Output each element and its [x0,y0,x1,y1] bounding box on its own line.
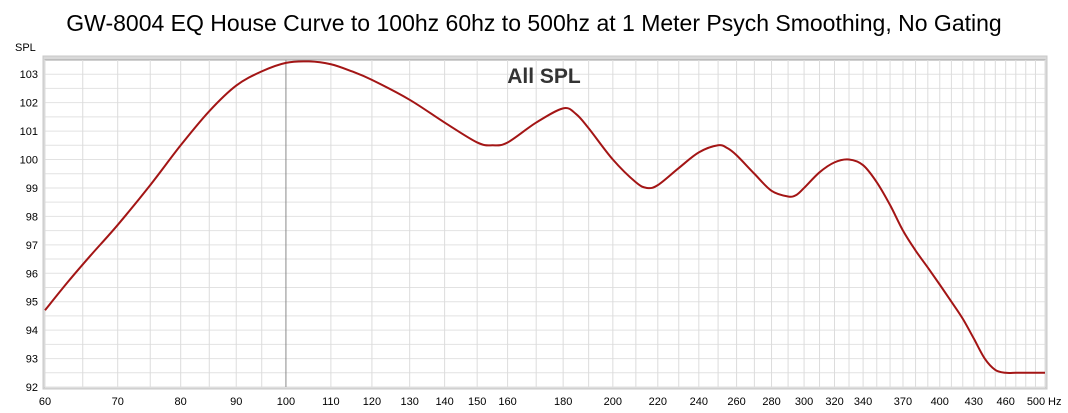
x-tick-label: 160 [498,396,516,408]
y-tick-label: 103 [20,69,38,81]
x-tick-label: 340 [854,396,872,408]
x-tick-label: 100 [277,396,295,408]
x-tick-label: 200 [604,396,622,408]
y-axis-label: SPL [15,42,36,54]
y-tick-label: 96 [26,268,38,280]
chart-title: GW-8004 EQ House Curve to 100hz 60hz to … [66,10,1001,36]
x-axis-ticks: 60 70 80 90 100 110 120 130 140 150 160 180 200 220 24… [39,396,1062,408]
x-tick-label: 140 [435,396,453,408]
x-tick-label: 260 [727,396,745,408]
y-axis-ticks: 92 93 94 95 96 97 98 99 100 101 102 103 [20,69,38,394]
series-layer [44,60,1045,374]
x-tick-label: 130 [400,396,418,408]
y-tick-label: 97 [26,240,38,252]
x-tick-label: 220 [649,396,667,408]
x-tick-label: 240 [690,396,708,408]
x-tick-label: 110 [322,396,340,408]
y-tick-label: 95 [26,297,38,309]
plot-background [44,59,1046,388]
y-tick-label: 100 [20,155,38,167]
grid [44,60,1046,388]
x-tick-label: 400 [931,396,949,408]
x-tick-label: 280 [762,396,780,408]
x-tick-label: 80 [175,396,187,408]
x-tick-label: 320 [825,396,843,408]
x-tick-label: 430 [965,396,983,408]
y-tick-label: 102 [20,98,38,110]
x-tick-label: 300 [795,396,813,408]
y-tick-label: 98 [26,211,38,223]
y-tick-label: 92 [26,382,38,394]
x-axis-unit: Hz [1048,396,1061,408]
y-tick-label: 93 [26,354,38,366]
x-tick-label: 70 [112,396,124,408]
x-tick-label: 60 [39,396,51,408]
y-tick-label: 99 [26,183,38,195]
x-tick-label: 370 [894,396,912,408]
x-tick-label: 90 [230,396,242,408]
x-tick-label: 180 [554,396,572,408]
x-tick-label: 120 [363,396,381,408]
y-tick-label: 94 [26,325,38,337]
x-tick-label: 500 [1027,396,1045,408]
x-tick-label: 460 [996,396,1014,408]
y-tick-label: 101 [20,126,38,138]
x-tick-label: 150 [468,396,486,408]
series-line [44,60,1045,374]
plot-area [42,55,1048,390]
plot-inner-title: All SPL [507,65,581,88]
